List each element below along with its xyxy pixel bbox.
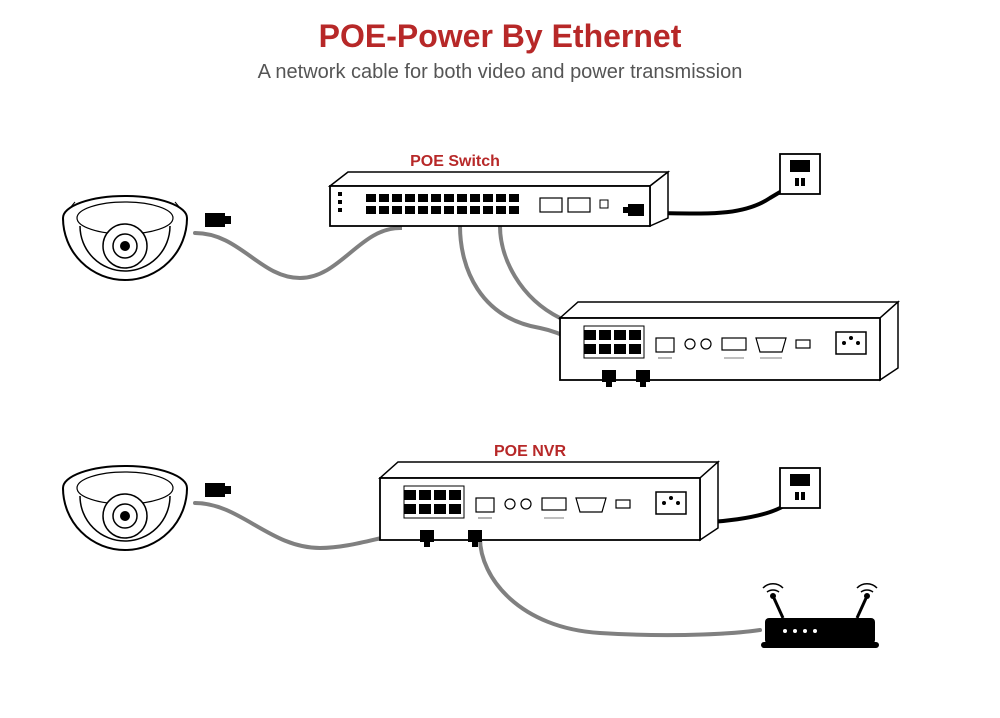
poe-nvr-icon bbox=[380, 462, 718, 540]
rj45-plug-icon bbox=[205, 483, 231, 497]
ethernet-cable bbox=[195, 218, 400, 278]
dome-camera-icon bbox=[63, 196, 187, 280]
poe-switch-label: POE Switch bbox=[410, 153, 500, 170]
rj45-plug-icon bbox=[602, 370, 616, 387]
rj45-plug-icon bbox=[420, 530, 434, 547]
cables-group bbox=[195, 176, 798, 635]
poe-switch-icon bbox=[330, 172, 668, 226]
nvr-device-icon bbox=[560, 302, 898, 380]
poe-nvr-label: POE NVR bbox=[494, 443, 566, 460]
rj45-plug-icon bbox=[205, 213, 231, 227]
rj45-plug-icon bbox=[636, 370, 650, 387]
ethernet-cable bbox=[480, 538, 760, 635]
power-outlet-icon bbox=[780, 468, 820, 508]
dome-camera-icon bbox=[63, 466, 187, 550]
poe-diagram: POE Switch bbox=[0, 18, 1000, 718]
wifi-router-icon bbox=[761, 584, 879, 648]
power-outlet-icon bbox=[780, 154, 820, 194]
